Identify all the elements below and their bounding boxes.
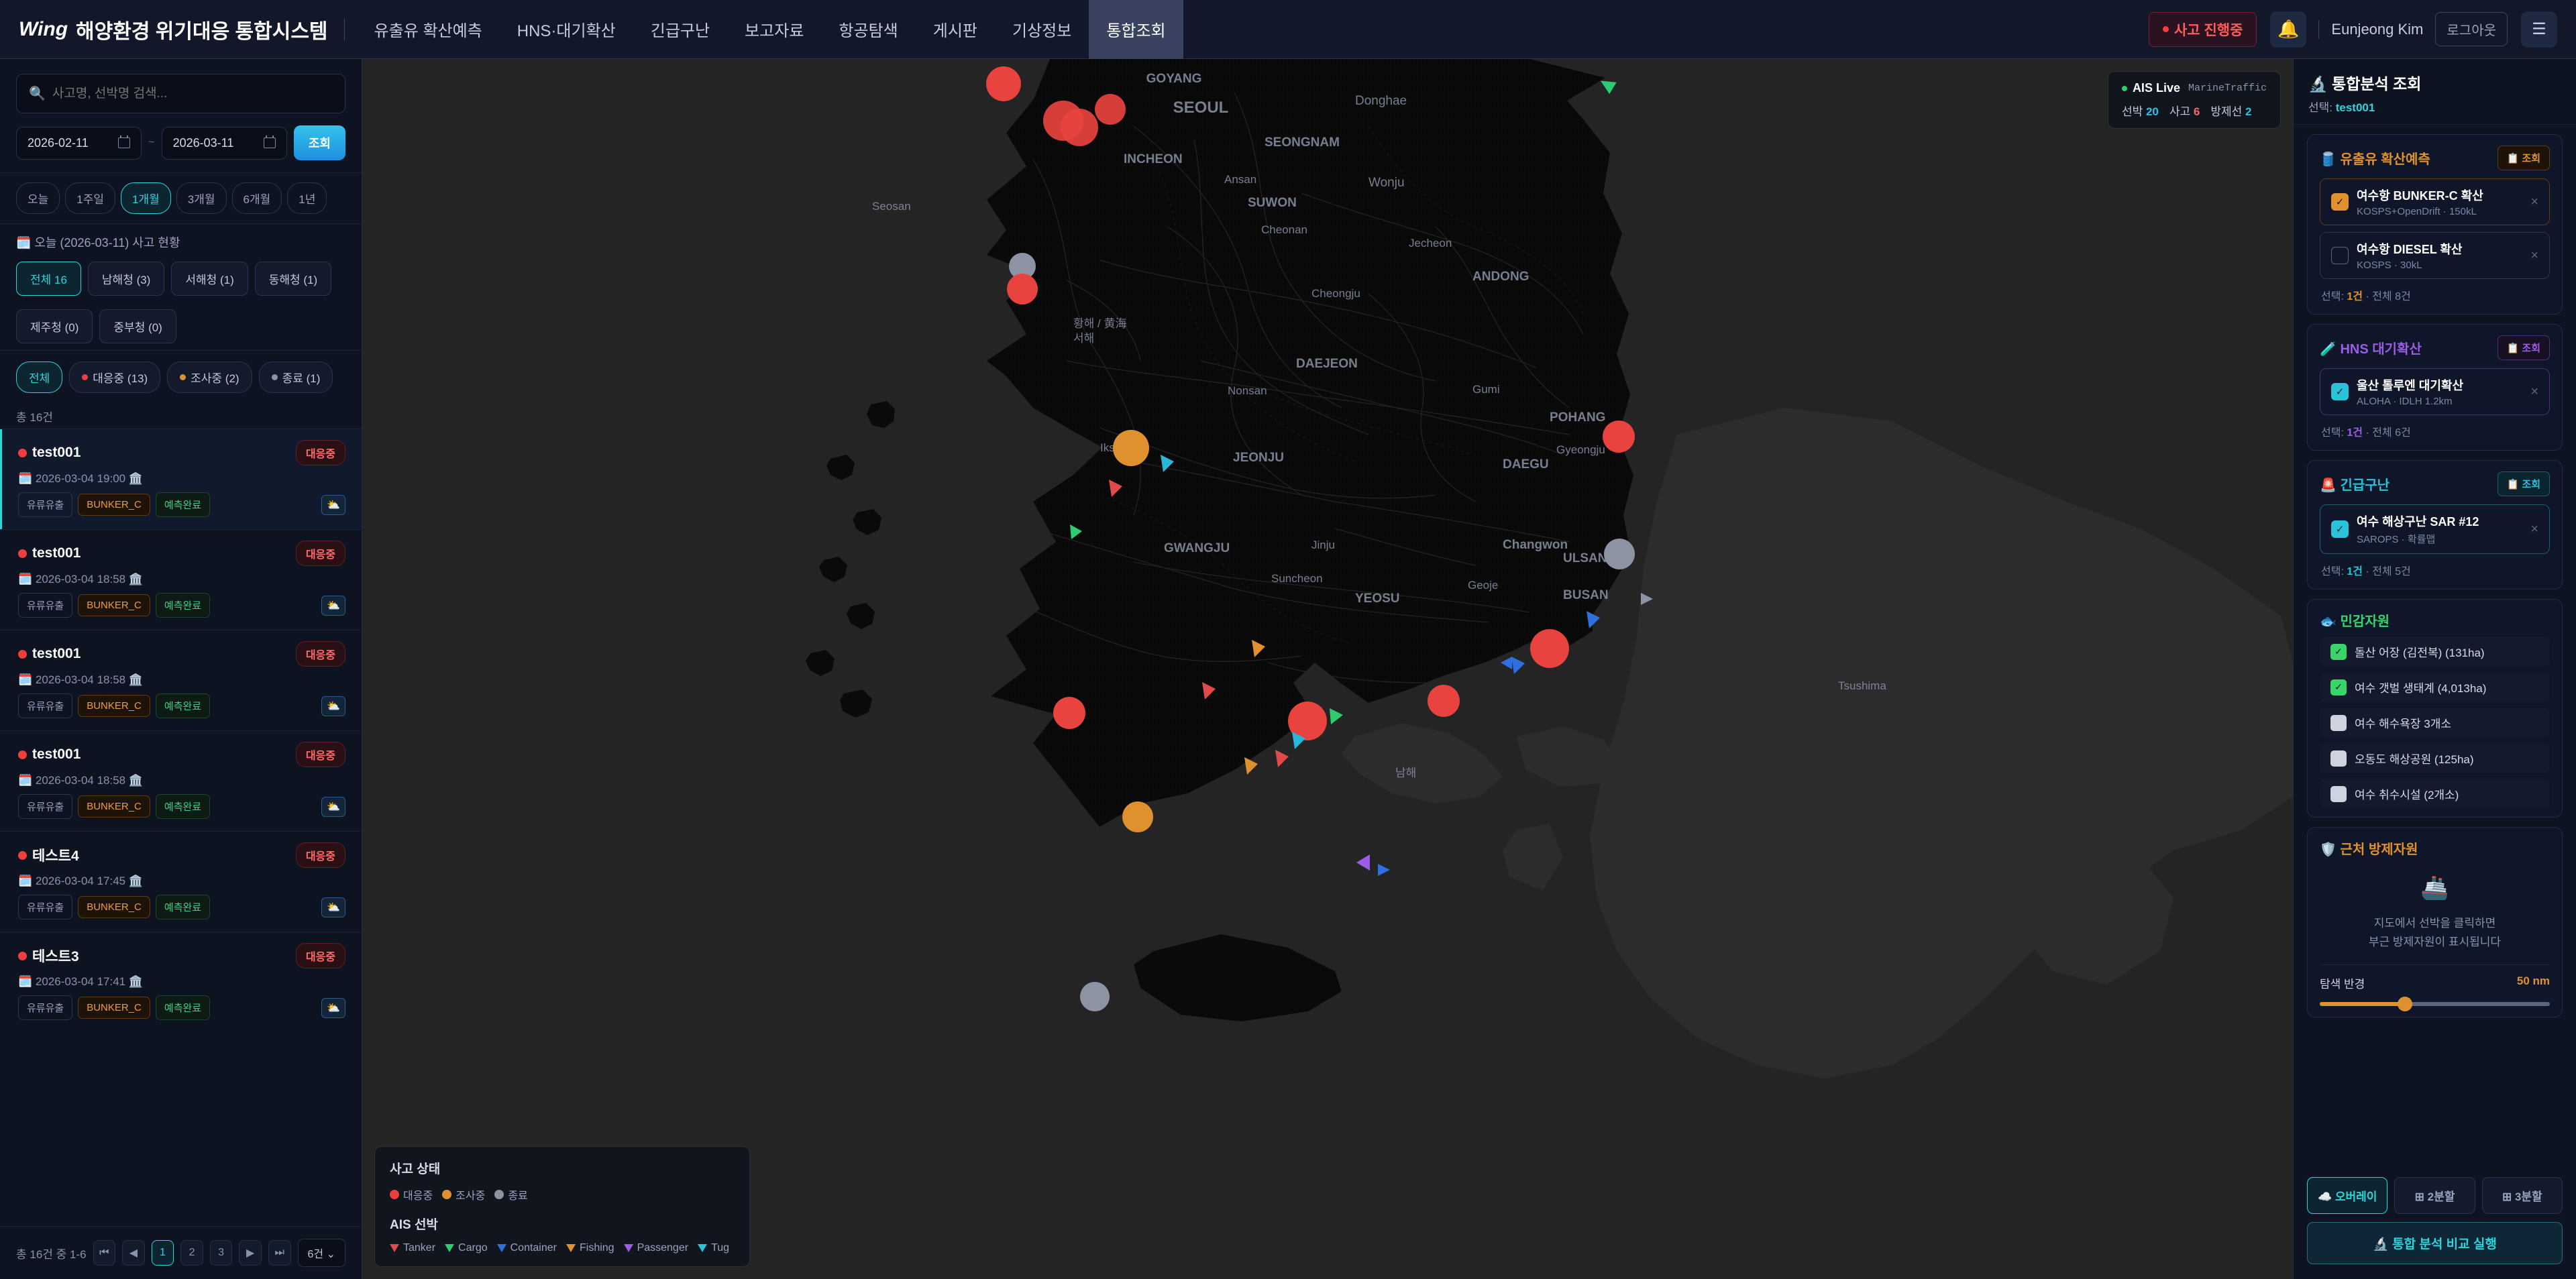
svg-text:GWANGJU: GWANGJU bbox=[1164, 541, 1230, 555]
svg-text:Suncheon: Suncheon bbox=[1271, 572, 1323, 585]
svg-text:황해 / 黄海: 황해 / 黄海 bbox=[1073, 317, 1126, 330]
svg-text:Gyeongju: Gyeongju bbox=[1556, 443, 1605, 456]
svg-text:INCHEON: INCHEON bbox=[1124, 152, 1183, 166]
svg-text:SEOUL: SEOUL bbox=[1173, 99, 1229, 117]
svg-text:BUSAN: BUSAN bbox=[1563, 588, 1609, 602]
svg-text:Donghae: Donghae bbox=[1355, 94, 1407, 108]
svg-text:GOYANG: GOYANG bbox=[1146, 72, 1202, 86]
svg-text:서해: 서해 bbox=[1073, 332, 1094, 345]
svg-text:Wonju: Wonju bbox=[1368, 176, 1405, 190]
svg-text:SUWON: SUWON bbox=[1248, 196, 1297, 210]
svg-text:Ansan: Ansan bbox=[1224, 173, 1256, 186]
svg-text:ULSAN: ULSAN bbox=[1563, 551, 1607, 565]
svg-text:POHANG: POHANG bbox=[1550, 410, 1605, 425]
svg-text:Changwon: Changwon bbox=[1503, 538, 1568, 552]
svg-text:SEONGNAM: SEONGNAM bbox=[1265, 135, 1340, 150]
svg-text:DAEGU: DAEGU bbox=[1503, 457, 1549, 471]
svg-text:Cheongju: Cheongju bbox=[1311, 287, 1360, 300]
svg-text:Tsushima: Tsushima bbox=[1838, 679, 1886, 692]
svg-text:YEOSU: YEOSU bbox=[1355, 592, 1400, 606]
svg-text:Nonsan: Nonsan bbox=[1228, 384, 1267, 397]
svg-text:남해: 남해 bbox=[1395, 767, 1416, 779]
svg-text:Jecheon: Jecheon bbox=[1409, 237, 1452, 249]
svg-text:Seosan: Seosan bbox=[872, 200, 911, 213]
svg-text:JEONJU: JEONJU bbox=[1233, 451, 1284, 465]
svg-text:ANDONG: ANDONG bbox=[1472, 270, 1529, 284]
svg-text:DAEJEON: DAEJEON bbox=[1296, 357, 1358, 371]
svg-text:Jinju: Jinju bbox=[1311, 539, 1335, 551]
svg-text:Cheonan: Cheonan bbox=[1261, 223, 1307, 236]
svg-text:Geoje: Geoje bbox=[1468, 579, 1498, 592]
svg-text:Gumi: Gumi bbox=[1472, 383, 1500, 396]
